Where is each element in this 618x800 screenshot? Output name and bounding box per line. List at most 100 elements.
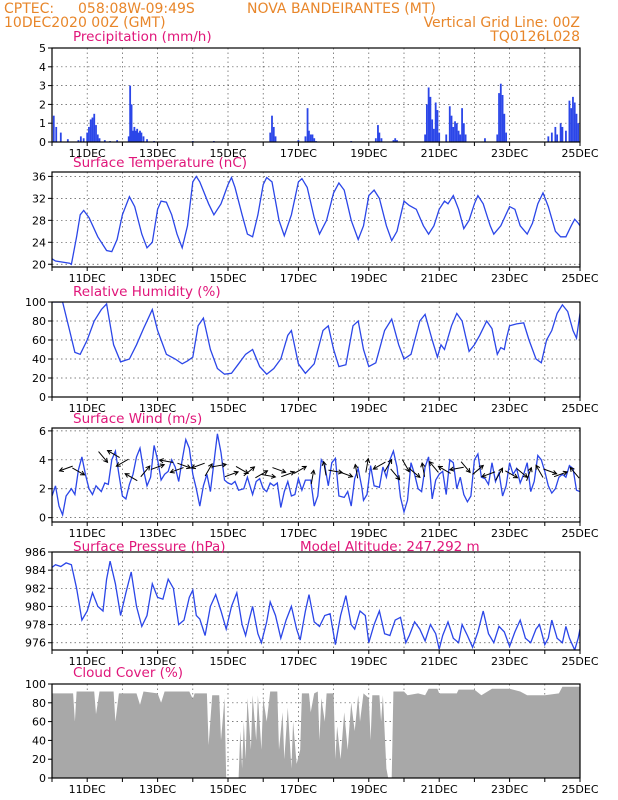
wind-xtick-label: 17DEC (280, 527, 317, 540)
cloud-ytick-label: 20 (32, 753, 46, 766)
wind-arrow (293, 465, 308, 474)
pres-xtick-label: 11DEC (69, 655, 106, 668)
rh-xtick-label: 17DEC (280, 402, 317, 415)
precip-bar (565, 130, 567, 142)
temp-frame (51, 171, 581, 268)
wind-xtick-label: 21DEC (421, 527, 458, 540)
wind-arrow (169, 467, 184, 474)
precip-xtick-label: 11DEC (69, 147, 106, 160)
precip-ytick-label: 1 (39, 117, 46, 130)
header-coords: 058:08W-09:49S (78, 1, 195, 17)
wind-arrow (321, 460, 327, 476)
wind-arrow (420, 462, 426, 477)
precip-bar (77, 140, 80, 142)
precip-bar (91, 117, 94, 142)
precip-bar (431, 119, 434, 142)
precip-xtick-label: 23DEC (491, 147, 528, 160)
pres-panel: 976 978 980 982 984 986 11DEC 13DEC 15DEC 17DEC 19… (25, 539, 599, 668)
wind-series-line (52, 433, 580, 518)
precip-plot (52, 83, 580, 142)
cloud-xtick-label: 23DEC (491, 783, 528, 796)
precip-bar (137, 132, 140, 142)
wind-arrow (384, 458, 393, 472)
precip-bar (461, 108, 463, 142)
precip-bar (438, 132, 441, 142)
precip-bar (450, 115, 453, 142)
cloud-panel: 0 20 40 60 80 100 11DEC 13DEC 15DEC 17DEC 19DEC 21D… (25, 665, 599, 796)
precip-bar (554, 126, 557, 142)
cloud-ytick-label: 100 (25, 678, 46, 691)
pres-ytick-label: 980 (25, 600, 46, 613)
pres-ytick-label: 976 (25, 637, 46, 650)
cloud-xtick-label: 21DEC (421, 783, 458, 796)
precip-bar (396, 140, 398, 142)
precip-bar (424, 134, 427, 142)
wind-arrow (543, 468, 558, 475)
rh-title: Relative Humidity (%) (73, 284, 221, 300)
wind-arrow (372, 461, 386, 470)
precip-ytick-label: 5 (39, 42, 46, 55)
wind-arrow (569, 466, 580, 479)
wind-ytick-label: 6 (39, 425, 46, 438)
precip-bar (378, 132, 381, 142)
wind-arrow (437, 465, 451, 474)
precip-bar (130, 104, 133, 142)
pres-xtick-label: 21DEC (421, 655, 458, 668)
wind-arrow (553, 470, 569, 478)
wind-title: Surface Wind (m/s) (73, 411, 202, 427)
wind-arrow (460, 461, 471, 474)
rh-xtick-label: 11DEC (69, 402, 106, 415)
wind-arrow (365, 457, 371, 473)
precip-bar (272, 126, 275, 142)
precip-bar (133, 126, 136, 142)
precip-bar (575, 113, 578, 142)
pres-title: Surface Pressure (hPa) (73, 539, 226, 555)
precip-bar (306, 108, 309, 142)
precip-bar (380, 138, 383, 142)
precip-xtick-label: 15DEC (209, 147, 246, 160)
precip-bar (550, 132, 553, 142)
header-model-code: TQ0126L028 (489, 29, 580, 45)
wind-arrow (480, 471, 496, 478)
precip-bar (79, 136, 82, 142)
cloud-xtick-label: 15DEC (209, 783, 246, 796)
wind-ytick-label: 4 (39, 454, 46, 467)
wind-xtick-label: 25DEC (561, 527, 598, 540)
precip-ytick-label: 0 (39, 136, 46, 149)
rh-frame (51, 301, 581, 398)
rh-xtick-label: 15DEC (209, 402, 246, 415)
precip-bar (561, 126, 564, 142)
precip-bar (146, 139, 148, 142)
wind-arrow (353, 463, 359, 479)
precip-bar (95, 125, 97, 142)
precip-bar (82, 138, 85, 142)
wind-arrow (428, 460, 439, 473)
precip-bar (55, 126, 58, 142)
temp-xtick-label: 13DEC (139, 272, 176, 285)
wind-arrows (58, 450, 580, 485)
rh-xtick-label: 19DEC (350, 402, 387, 415)
temp-ytick-label: 32 (32, 192, 46, 205)
precip-bar (499, 83, 502, 142)
pres-xtick-label: 13DEC (139, 655, 176, 668)
rh-xtick-label: 23DEC (491, 402, 528, 415)
precip-bar (462, 123, 465, 142)
pres-series-line (52, 560, 580, 650)
precip-bar (459, 134, 462, 142)
precip-bar (98, 138, 101, 142)
precip-bar (505, 132, 507, 142)
temp-series-line (52, 175, 580, 266)
wind-arrow (212, 462, 228, 468)
cloud-ytick-label: 60 (32, 716, 46, 729)
temp-ytick-label: 28 (32, 214, 46, 227)
pres-frame (51, 551, 581, 651)
precip-bar (93, 113, 96, 142)
precip-bar (547, 136, 550, 142)
wind-arrow (255, 470, 269, 479)
precip-ytick-label: 4 (39, 61, 46, 74)
wind-arrow (150, 463, 166, 470)
wind-xtick-label: 13DEC (139, 527, 176, 540)
precip-bar (572, 96, 574, 142)
precip-bar (455, 123, 458, 142)
precip-bar (577, 123, 580, 142)
